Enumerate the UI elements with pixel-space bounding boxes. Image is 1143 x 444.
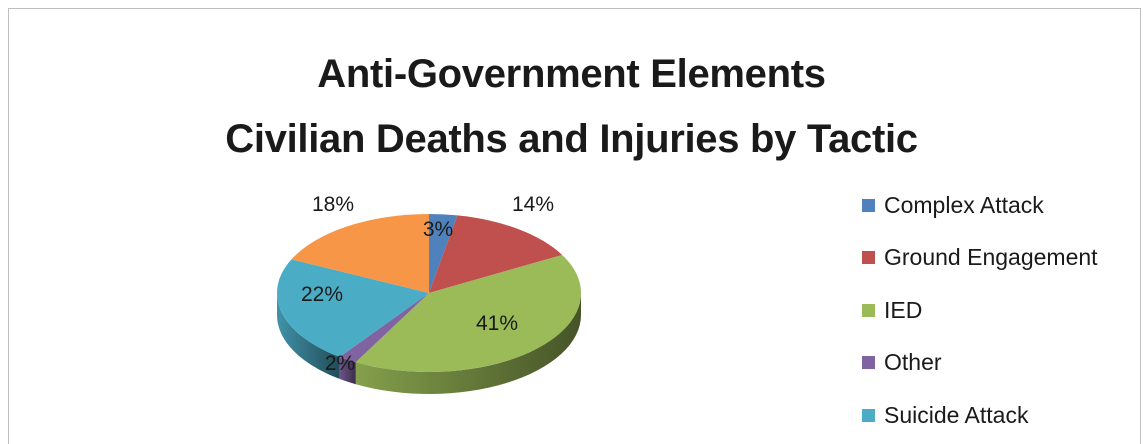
chart-frame: [8, 8, 1141, 444]
legend-swatch: [862, 198, 875, 212]
data-label-ied: 41%: [476, 312, 518, 335]
pie-side-ied: [355, 293, 581, 394]
data-label-other: 2%: [325, 352, 355, 375]
legend-swatch: [862, 408, 875, 422]
pie-slice-ground-engagement: [429, 215, 563, 293]
pie-side-other: [339, 356, 356, 385]
legend-label: IED: [884, 296, 923, 323]
legend-swatch: [862, 355, 875, 369]
pie-slice-ied: [355, 254, 582, 373]
data-label-targeted-killing: 18%: [312, 193, 354, 216]
legend-item-ied: IED: [862, 297, 922, 323]
pie-slice-targeted-killing: [291, 214, 429, 293]
pie-slice-complex-attack: [429, 214, 458, 293]
legend-label: Complex Attack: [884, 191, 1044, 218]
data-label-complex-attack: 3%: [423, 218, 453, 241]
legend-swatch: [862, 303, 875, 317]
legend-item-complex-attack: Complex Attack: [862, 192, 1044, 218]
legend-item-other: Other: [862, 349, 942, 375]
legend-label: Suicide Attack: [884, 401, 1029, 428]
pie-side-suicide-attack: [277, 293, 340, 379]
data-label-ground-engagement: 14%: [512, 193, 554, 216]
legend-label: Ground Engagement: [884, 243, 1098, 270]
legend-label: Other: [884, 348, 942, 375]
pie-slice-suicide-attack: [277, 259, 429, 357]
chart-title-line-1: Anti-Government Elements: [317, 52, 826, 96]
legend-swatch: [862, 250, 875, 264]
data-label-suicide-attack: 22%: [301, 283, 343, 306]
pie-slice-other: [339, 293, 429, 363]
legend-item-suicide-attack: Suicide Attack: [862, 402, 1028, 428]
legend-item-ground-engagement: Ground Engagement: [862, 244, 1098, 270]
chart-title-line-2: Civilian Deaths and Injuries by Tactic: [225, 117, 918, 161]
